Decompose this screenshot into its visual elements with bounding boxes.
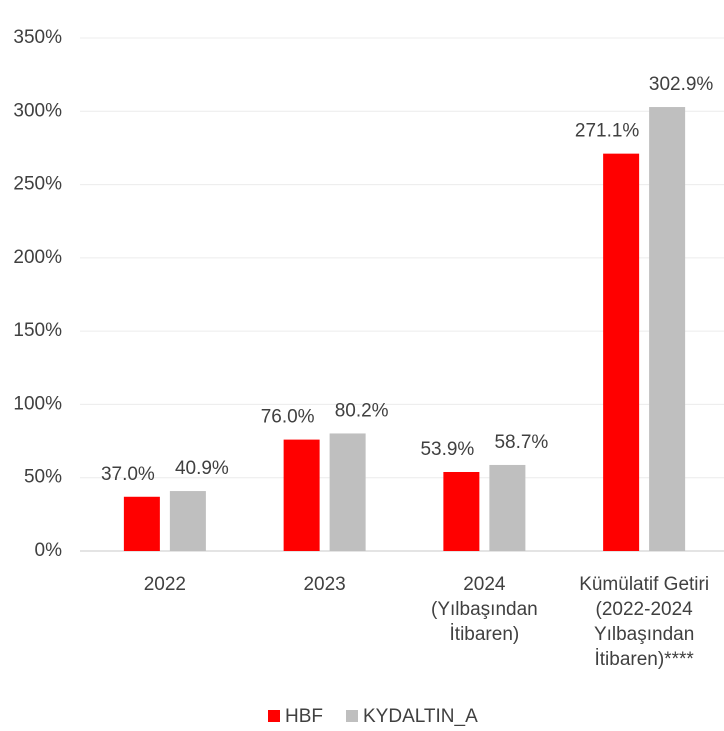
x-tick-label: Yılbaşından — [594, 624, 694, 645]
value-label: 80.2% — [335, 400, 389, 421]
x-tick-label: İtibaren) — [450, 624, 520, 645]
bar — [489, 464, 526, 551]
x-tick-label: 2024 — [463, 574, 506, 595]
value-label: 76.0% — [261, 407, 315, 428]
bar — [603, 153, 640, 552]
legend-label: HBF — [285, 706, 323, 727]
bar — [329, 433, 366, 551]
y-tick-label: 200% — [13, 247, 62, 268]
value-label: 271.1% — [575, 121, 640, 142]
x-tick-label: (Yılbaşından — [431, 599, 538, 620]
bar — [443, 471, 480, 551]
bar — [649, 107, 686, 551]
value-label: 53.9% — [420, 439, 474, 460]
value-label: 40.9% — [175, 458, 229, 479]
y-tick-label: 50% — [24, 467, 62, 488]
x-tick-label: 2022 — [144, 574, 186, 595]
y-tick-label: 0% — [35, 540, 63, 561]
y-tick-label: 300% — [13, 100, 62, 121]
value-label: 37.0% — [101, 464, 155, 485]
bar — [123, 496, 160, 551]
x-tick-label: 2023 — [303, 574, 345, 595]
x-tick-label: Kümülatif Getiri — [579, 574, 709, 595]
legend-label: KYDALTIN_A — [363, 706, 478, 727]
x-tick-label: (2022-2024 — [596, 599, 694, 620]
y-tick-label: 250% — [13, 174, 62, 195]
x-tick-label: İtibaren)**** — [594, 649, 694, 670]
y-tick-label: 350% — [13, 27, 62, 48]
y-tick-label: 150% — [13, 320, 62, 341]
bar — [283, 439, 320, 551]
value-label: 58.7% — [494, 432, 548, 453]
legend-swatch — [268, 710, 280, 722]
y-tick-label: 100% — [13, 393, 62, 414]
value-label: 302.9% — [649, 74, 714, 95]
bar — [169, 491, 206, 551]
legend-swatch — [346, 710, 358, 722]
